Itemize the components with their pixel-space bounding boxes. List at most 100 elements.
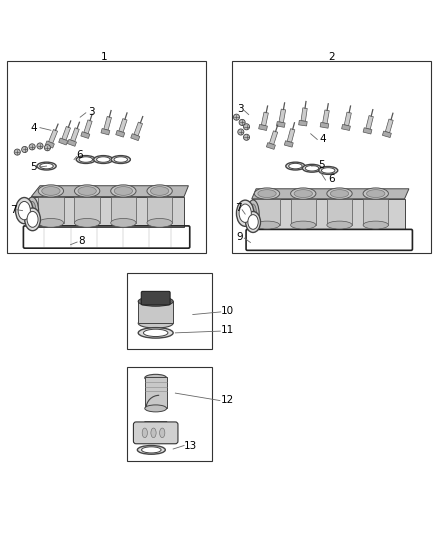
Ellipse shape bbox=[247, 200, 259, 228]
Bar bbox=[145, 377, 166, 408]
Bar bbox=[327, 199, 352, 225]
Text: 2: 2 bbox=[328, 52, 335, 62]
Ellipse shape bbox=[38, 185, 64, 197]
Polygon shape bbox=[31, 197, 184, 227]
Text: 11: 11 bbox=[221, 325, 234, 335]
Ellipse shape bbox=[363, 188, 389, 199]
Circle shape bbox=[37, 143, 43, 149]
Ellipse shape bbox=[237, 200, 254, 227]
Polygon shape bbox=[284, 141, 293, 147]
Circle shape bbox=[14, 149, 20, 155]
Ellipse shape bbox=[40, 163, 53, 169]
Polygon shape bbox=[344, 112, 351, 126]
Bar bbox=[7, 61, 206, 253]
Ellipse shape bbox=[327, 188, 352, 199]
Ellipse shape bbox=[330, 190, 349, 198]
Polygon shape bbox=[116, 131, 125, 137]
Polygon shape bbox=[363, 128, 372, 134]
Text: 10: 10 bbox=[221, 306, 234, 316]
Ellipse shape bbox=[250, 204, 257, 224]
Text: 4: 4 bbox=[31, 123, 37, 133]
Ellipse shape bbox=[74, 185, 100, 197]
Polygon shape bbox=[385, 119, 393, 133]
FancyBboxPatch shape bbox=[134, 422, 178, 444]
Ellipse shape bbox=[286, 162, 305, 170]
Polygon shape bbox=[252, 189, 409, 199]
Ellipse shape bbox=[142, 428, 148, 438]
Ellipse shape bbox=[147, 219, 172, 227]
Ellipse shape bbox=[15, 198, 33, 224]
Ellipse shape bbox=[150, 187, 169, 195]
Polygon shape bbox=[366, 116, 373, 130]
Ellipse shape bbox=[114, 157, 127, 162]
Ellipse shape bbox=[111, 185, 136, 197]
Ellipse shape bbox=[289, 163, 302, 169]
Polygon shape bbox=[119, 119, 127, 132]
Ellipse shape bbox=[254, 221, 280, 229]
Polygon shape bbox=[382, 131, 391, 138]
Ellipse shape bbox=[248, 215, 258, 229]
Ellipse shape bbox=[363, 221, 389, 229]
Ellipse shape bbox=[145, 405, 166, 412]
Circle shape bbox=[21, 147, 28, 152]
Ellipse shape bbox=[144, 329, 168, 336]
Ellipse shape bbox=[74, 219, 100, 227]
Polygon shape bbox=[145, 422, 171, 428]
Ellipse shape bbox=[141, 447, 161, 453]
Ellipse shape bbox=[151, 428, 156, 438]
Text: 5: 5 bbox=[318, 160, 325, 170]
Polygon shape bbox=[84, 120, 92, 134]
Ellipse shape bbox=[302, 164, 321, 172]
Polygon shape bbox=[299, 120, 307, 126]
Polygon shape bbox=[342, 124, 350, 131]
Circle shape bbox=[233, 114, 240, 120]
Polygon shape bbox=[266, 143, 276, 149]
Ellipse shape bbox=[321, 168, 335, 173]
Polygon shape bbox=[276, 122, 285, 127]
Polygon shape bbox=[269, 131, 278, 144]
Polygon shape bbox=[287, 128, 295, 142]
Polygon shape bbox=[59, 138, 68, 145]
Bar bbox=[290, 199, 316, 225]
Bar bbox=[254, 199, 280, 225]
Ellipse shape bbox=[246, 212, 261, 232]
Ellipse shape bbox=[318, 166, 338, 174]
Text: 1: 1 bbox=[101, 52, 108, 62]
Polygon shape bbox=[261, 112, 268, 126]
Ellipse shape bbox=[37, 162, 56, 170]
Bar bbox=[147, 197, 172, 223]
Polygon shape bbox=[45, 141, 54, 148]
Ellipse shape bbox=[138, 446, 165, 454]
Ellipse shape bbox=[96, 157, 110, 162]
Text: 3: 3 bbox=[237, 104, 244, 114]
Polygon shape bbox=[259, 124, 268, 131]
Polygon shape bbox=[323, 110, 329, 124]
Ellipse shape bbox=[138, 318, 173, 328]
Bar bbox=[127, 273, 212, 350]
Text: 6: 6 bbox=[76, 150, 83, 160]
Text: 8: 8 bbox=[78, 236, 85, 246]
Polygon shape bbox=[71, 128, 79, 141]
Polygon shape bbox=[301, 108, 307, 122]
Ellipse shape bbox=[239, 204, 251, 222]
Bar bbox=[232, 61, 431, 253]
Ellipse shape bbox=[25, 208, 40, 231]
Text: 5: 5 bbox=[30, 162, 37, 172]
Ellipse shape bbox=[18, 201, 30, 220]
Circle shape bbox=[244, 134, 250, 140]
Ellipse shape bbox=[367, 190, 385, 198]
Text: 13: 13 bbox=[184, 440, 197, 450]
Ellipse shape bbox=[138, 328, 173, 338]
Text: 3: 3 bbox=[88, 107, 95, 117]
Ellipse shape bbox=[78, 187, 96, 195]
Polygon shape bbox=[320, 123, 329, 128]
Bar bbox=[127, 367, 212, 461]
Circle shape bbox=[44, 144, 50, 151]
Text: 6: 6 bbox=[328, 174, 335, 184]
Ellipse shape bbox=[140, 298, 171, 305]
Text: 9: 9 bbox=[237, 232, 243, 242]
Ellipse shape bbox=[147, 185, 172, 197]
FancyBboxPatch shape bbox=[141, 292, 170, 305]
Text: 4: 4 bbox=[320, 134, 326, 143]
Bar bbox=[38, 197, 64, 223]
